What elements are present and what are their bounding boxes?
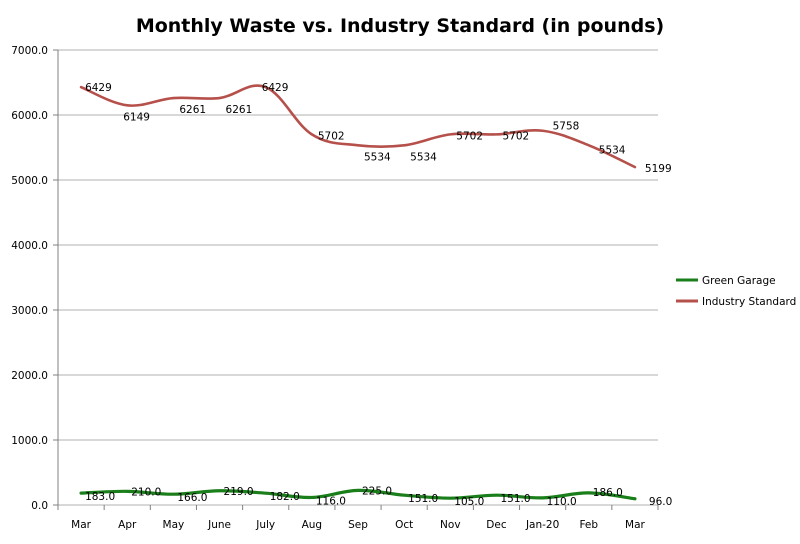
industry-standard-data-label: 5534 — [364, 151, 391, 163]
industry-standard-data-label: 6149 — [123, 111, 150, 123]
x-tick-label: July — [255, 519, 275, 531]
x-tick-label: Feb — [579, 519, 598, 531]
x-tick-label: Aug — [302, 519, 323, 531]
green-garage-data-label: 219.0 — [224, 486, 254, 498]
green-garage-data-label: 110.0 — [547, 496, 577, 508]
industry-standard-data-label: 5702 — [456, 130, 483, 142]
green-garage-data-label: 116.0 — [316, 495, 346, 507]
industry-standard-data-label: 5702 — [318, 130, 345, 142]
green-garage-data-label: 151.0 — [408, 493, 438, 505]
green-garage-data-label: 151.0 — [500, 493, 530, 505]
x-tick-label: Sep — [348, 519, 368, 531]
industry-standard-legend-label: Industry Standard — [702, 296, 796, 308]
axes: 0.0 1000.0 2000.0 3000.0 4000.0 5000.0 6000.0 7… — [11, 45, 659, 531]
industry-standard-data-label: 5534 — [410, 151, 437, 163]
x-tick-label: Mar — [625, 519, 645, 531]
x-tick-label: Dec — [486, 519, 507, 531]
industry-standard-data-label: 6261 — [179, 104, 206, 116]
industry-standard-data-label: 5702 — [502, 130, 529, 142]
green-garage-data-label: 166.0 — [177, 492, 207, 504]
industry-standard-data-label: 6429 — [262, 82, 289, 94]
y-tick-label: 3000.0 — [11, 305, 48, 317]
industry-standard-data-label: 6429 — [85, 82, 112, 94]
x-tick-label: Jan-20 — [525, 519, 559, 531]
y-tick-label: 4000.0 — [11, 240, 48, 252]
green-garage-data-label: 186.0 — [593, 487, 623, 499]
industry-standard-data-label: 5199 — [645, 163, 672, 175]
y-tick-label: 6000.0 — [11, 110, 48, 122]
x-tick-label: Nov — [440, 519, 461, 531]
green-garage-data-label: 96.0 — [649, 496, 672, 508]
y-tick-label: 0.0 — [31, 500, 48, 512]
green-garage-legend-label: Green Garage — [702, 275, 776, 287]
y-tick-label: 2000.0 — [11, 370, 48, 382]
data-labels: 183.0 210.0 166.0 219.0 182.0 116.0 225.0 151.0… — [85, 82, 672, 508]
chart-title: Monthly Waste vs. Industry Standard (in … — [136, 15, 664, 37]
series-lines — [79, 84, 637, 501]
x-tick-label: Mar — [71, 519, 91, 531]
gridlines — [58, 49, 658, 506]
green-garage-data-label: 225.0 — [362, 485, 392, 497]
green-garage-line — [79, 488, 637, 501]
green-garage-data-label: 182.0 — [270, 491, 300, 503]
y-tick-label: 1000.0 — [11, 435, 48, 447]
x-tick-label: Apr — [118, 519, 137, 531]
green-garage-data-label: 210.0 — [131, 486, 161, 498]
industry-standard-data-label: 6261 — [226, 104, 253, 116]
legend: Green Garage Industry Standard — [676, 275, 796, 308]
x-tick-label: May — [163, 519, 185, 531]
x-tick-label: Oct — [395, 519, 413, 531]
x-tick-label: June — [207, 519, 231, 531]
industry-standard-line — [79, 84, 637, 169]
industry-standard-data-label: 5534 — [599, 144, 626, 156]
green-garage-data-label: 183.0 — [85, 491, 115, 503]
industry-standard-data-label: 5758 — [553, 121, 580, 133]
y-tick-label: 7000.0 — [11, 45, 48, 57]
green-garage-data-label: 105.0 — [454, 496, 484, 508]
y-tick-label: 5000.0 — [11, 175, 48, 187]
